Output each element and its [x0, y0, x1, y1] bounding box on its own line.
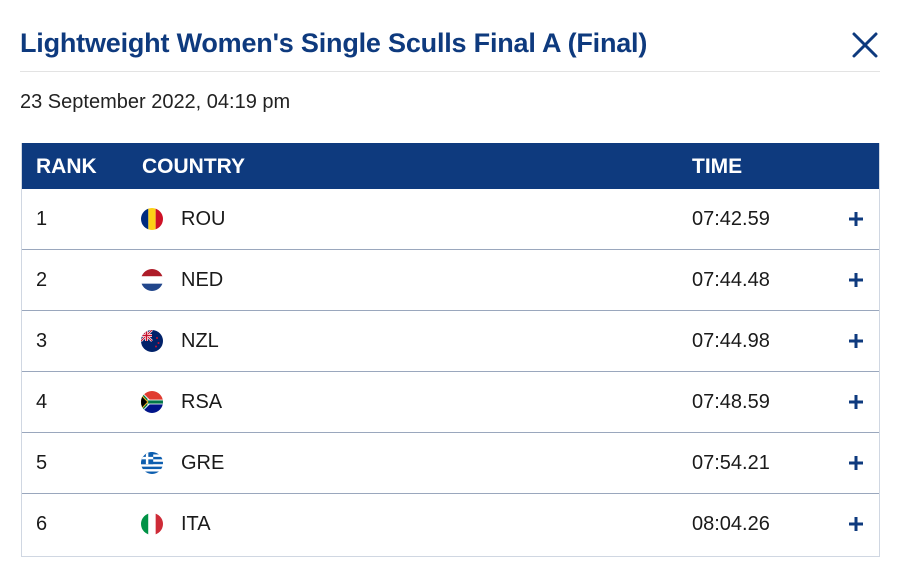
plus-icon	[849, 395, 863, 409]
column-header-country: COUNTRY	[142, 155, 246, 178]
time-cell: 07:44.48	[692, 269, 770, 291]
country-cell: ITA	[181, 513, 211, 535]
south-africa-flag-icon	[141, 391, 163, 413]
plus-icon	[849, 273, 863, 287]
rank-cell: 1	[36, 208, 48, 230]
plus-icon	[849, 456, 863, 470]
expand-row-button[interactable]	[845, 208, 867, 230]
column-header-time: TIME	[692, 155, 743, 178]
column-header-rank: RANK	[36, 155, 97, 178]
table-row: 3 NZL 07:44.98	[22, 311, 879, 372]
table-row: 4 RSA 07:48.59	[22, 372, 879, 433]
modal-header: Lightweight Women's Single Sculls Final …	[20, 24, 880, 72]
country-cell: GRE	[181, 452, 225, 474]
table-header: RANK COUNTRY TIME	[22, 143, 879, 189]
results-table: RANK COUNTRY TIME 1 ROU 07:42.59 2	[21, 143, 880, 557]
country-cell: ROU	[181, 208, 226, 230]
plus-icon	[849, 517, 863, 531]
expand-row-button[interactable]	[845, 330, 867, 352]
table-row: 5 GRE 07:54.21	[22, 433, 879, 494]
country-cell: NZL	[181, 330, 219, 352]
rank-cell: 6	[36, 513, 48, 535]
italy-flag-icon	[141, 513, 163, 535]
romania-flag-icon	[141, 208, 163, 230]
close-button[interactable]	[850, 30, 880, 60]
expand-row-button[interactable]	[845, 269, 867, 291]
time-cell: 08:04.26	[692, 513, 770, 535]
greece-flag-icon	[141, 452, 163, 474]
page-title: Lightweight Women's Single Sculls Final …	[20, 28, 648, 58]
race-date: 23 September 2022, 04:19 pm	[20, 91, 291, 113]
new-zealand-flag-icon	[141, 330, 163, 352]
expand-row-button[interactable]	[845, 513, 867, 535]
expand-row-button[interactable]	[845, 452, 867, 474]
country-cell: RSA	[181, 391, 223, 413]
table-row: 2 NED 07:44.48	[22, 250, 879, 311]
time-cell: 07:44.98	[692, 330, 770, 352]
time-cell: 07:54.21	[692, 452, 770, 474]
country-cell: NED	[181, 269, 224, 291]
rank-cell: 5	[36, 452, 48, 474]
rank-cell: 2	[36, 269, 48, 291]
netherlands-flag-icon	[141, 269, 163, 291]
plus-icon	[849, 212, 863, 226]
rank-cell: 4	[36, 391, 48, 413]
plus-icon	[849, 334, 863, 348]
close-icon	[852, 32, 878, 58]
rank-cell: 3	[36, 330, 48, 352]
expand-row-button[interactable]	[845, 391, 867, 413]
table-row: 6 ITA 08:04.26	[22, 494, 879, 556]
time-cell: 07:42.59	[692, 208, 770, 230]
time-cell: 07:48.59	[692, 391, 770, 413]
table-row: 1 ROU 07:42.59	[22, 189, 879, 250]
